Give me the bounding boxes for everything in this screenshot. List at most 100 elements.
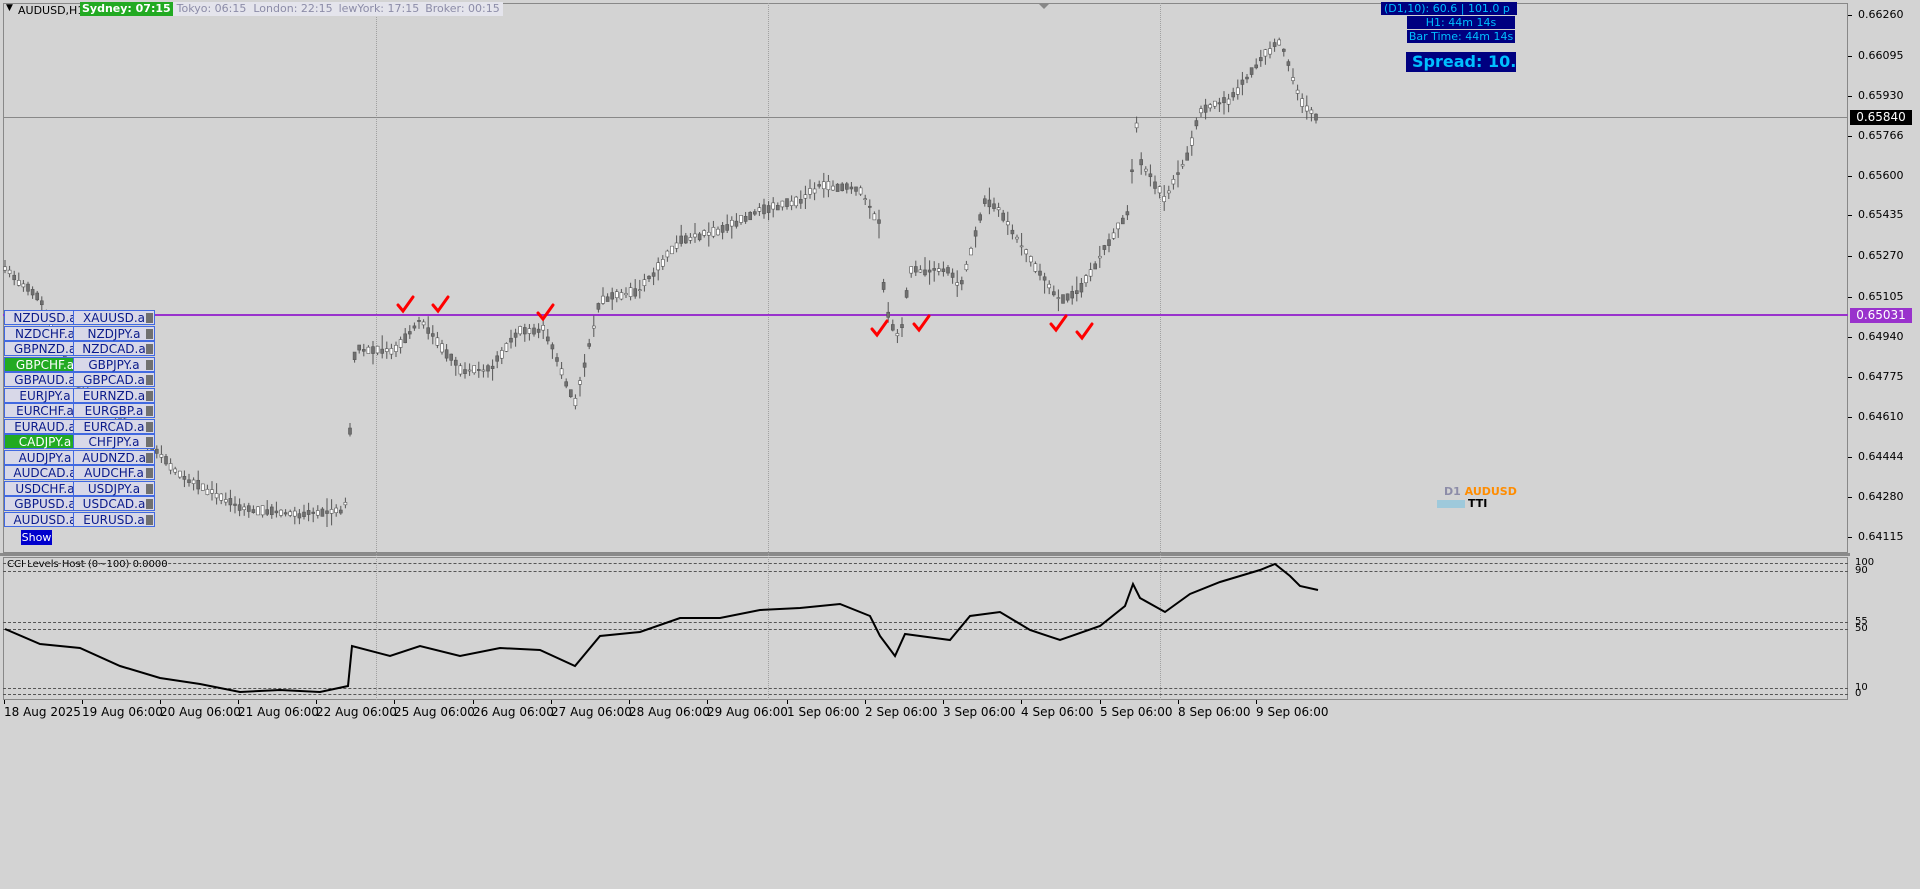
symbol-button-marker xyxy=(146,499,153,509)
check-icon xyxy=(870,319,889,338)
symbol-button-label: GBPCHF.a xyxy=(15,357,75,372)
symbol-button-xauusda[interactable]: XAUUSD.a xyxy=(73,310,155,325)
candle-body xyxy=(665,250,670,258)
symbol-button-marker xyxy=(146,359,153,370)
candle-body xyxy=(578,380,582,385)
candle-body xyxy=(357,344,362,351)
symbol-button-nzdchfa[interactable]: NZDCHF.a xyxy=(4,325,86,341)
symbol-button-nzdjpya[interactable]: NZDJPY.a xyxy=(73,325,155,341)
candle-body xyxy=(867,205,872,208)
candle-body xyxy=(242,506,246,511)
symbol-menu-icon[interactable]: ▼ xyxy=(6,3,13,13)
candle-body xyxy=(1245,76,1249,80)
candle-body xyxy=(532,327,536,335)
pane-separator[interactable] xyxy=(0,553,1850,556)
candle-body xyxy=(463,369,467,374)
candle-body xyxy=(224,499,228,503)
candle-body xyxy=(982,198,987,204)
symbol-button-audchfa[interactable]: AUDCHF.a xyxy=(73,465,155,480)
indicator-area[interactable] xyxy=(3,557,1848,700)
candle-body xyxy=(1102,245,1107,250)
price-axis[interactable]: 0.66260 0.66095 0.65930 0.65766 0.65600 0.654… xyxy=(1848,0,1920,700)
symbol-button-chfjpya[interactable]: CHFJPY.a xyxy=(73,434,155,449)
candle-body xyxy=(210,489,214,494)
candle-body xyxy=(670,245,674,255)
candle-body xyxy=(1052,291,1056,296)
symbol-button-nzdcada[interactable]: NZDCAD.a xyxy=(73,341,155,356)
candle-body xyxy=(421,321,426,326)
candle-body xyxy=(1291,77,1295,81)
candle-body xyxy=(826,181,831,191)
symbol-button-usdjpya[interactable]: USDJPY.a xyxy=(73,480,155,496)
candle-body xyxy=(297,513,302,519)
session-london: London: 22:15 xyxy=(253,2,333,15)
session-broker: Broker: 00:15 xyxy=(425,2,500,15)
main-chart-area[interactable] xyxy=(3,3,1848,553)
candle-body xyxy=(288,511,293,516)
candle-body xyxy=(481,369,486,372)
symbol-button-eurchfa[interactable]: EURCHF.a xyxy=(4,403,86,418)
candle-body xyxy=(486,365,490,372)
symbol-button-cadjpya[interactable]: CADJPY.a xyxy=(4,434,86,449)
candle-body xyxy=(1240,79,1245,85)
horizontal-level-line[interactable] xyxy=(3,314,1848,316)
symbol-button-eurnzda[interactable]: EURNZD.a xyxy=(73,387,155,403)
candle-body xyxy=(1277,39,1281,46)
symbol-button-marker xyxy=(146,483,153,494)
candle-body xyxy=(1236,87,1240,95)
candle-body xyxy=(656,262,661,271)
symbol-button-gbpjpya[interactable]: GBPJPY.a xyxy=(73,356,155,372)
candle-body xyxy=(1254,64,1258,69)
symbol-button-audnzda[interactable]: AUDNZD.a xyxy=(73,449,155,465)
candle-body xyxy=(1024,249,1028,255)
price-axis-label: 0.66095 xyxy=(1858,49,1904,62)
symbol-button-label: NZDCHF.a xyxy=(15,326,75,341)
candle-body xyxy=(720,225,725,233)
candle-body xyxy=(389,348,394,355)
symbol-title: AUDUSD,H1 xyxy=(18,4,85,17)
symbol-button-marker xyxy=(146,328,153,339)
time-axis-tick xyxy=(1256,700,1257,704)
symbol-button-gbpchfa[interactable]: GBPCHF.a xyxy=(4,356,86,372)
symbol-button-eurjpya[interactable]: EURJPY.a xyxy=(4,387,86,403)
symbol-button-nzdusda[interactable]: NZDUSD.a xyxy=(4,310,86,325)
candle-body xyxy=(752,211,757,215)
indicator-level-line xyxy=(3,629,1848,630)
candle-body xyxy=(886,311,891,318)
candle-body xyxy=(789,200,794,206)
candle-body xyxy=(568,389,573,398)
candle-body xyxy=(729,219,734,227)
symbol-button-label: AUDJPY.a xyxy=(18,450,72,465)
candle-body xyxy=(978,214,983,221)
candle-body xyxy=(412,325,417,329)
show-button[interactable]: Show xyxy=(21,530,52,545)
price-axis-tick xyxy=(1848,256,1852,257)
candle-body xyxy=(835,183,840,192)
symbol-button-gbpauda[interactable]: GBPAUD.a xyxy=(4,372,86,387)
symbol-button-label: GBPAUD.a xyxy=(14,373,76,387)
symbol-button-gbpcada[interactable]: GBPCAD.a xyxy=(73,372,155,387)
symbol-button-audjpya[interactable]: AUDJPY.a xyxy=(4,449,86,465)
candle-body xyxy=(890,324,895,331)
time-axis-bg xyxy=(0,700,1920,730)
symbol-button-usdcada[interactable]: USDCAD.a xyxy=(73,496,155,511)
symbol-button-eurauda[interactable]: EURAUD.a xyxy=(4,418,86,434)
symbol-button-gbpnzda[interactable]: GBPNZD.a xyxy=(4,341,86,356)
candle-body xyxy=(348,427,352,435)
price-axis-tick xyxy=(1848,56,1852,57)
candle-body xyxy=(817,184,822,187)
candle-body xyxy=(743,215,748,222)
candle-body xyxy=(637,289,642,291)
candle-body xyxy=(499,350,504,359)
symbol-button-eurgbpa[interactable]: EURGBP.a xyxy=(73,403,155,418)
candle-body xyxy=(1038,270,1042,276)
symbol-button-eurcada[interactable]: EURCAD.a xyxy=(73,418,155,434)
candle-body xyxy=(785,198,789,207)
symbol-button-label: NZDJPY.a xyxy=(87,326,141,341)
time-axis-label: 22 Aug 06:00 xyxy=(316,705,397,719)
scroll-marker-icon[interactable] xyxy=(1038,3,1050,9)
time-axis-tick xyxy=(4,700,5,704)
candle-body xyxy=(541,325,546,331)
symbol-button-eurusda[interactable]: EURUSD.a xyxy=(73,511,155,527)
candle-body xyxy=(1213,100,1217,107)
